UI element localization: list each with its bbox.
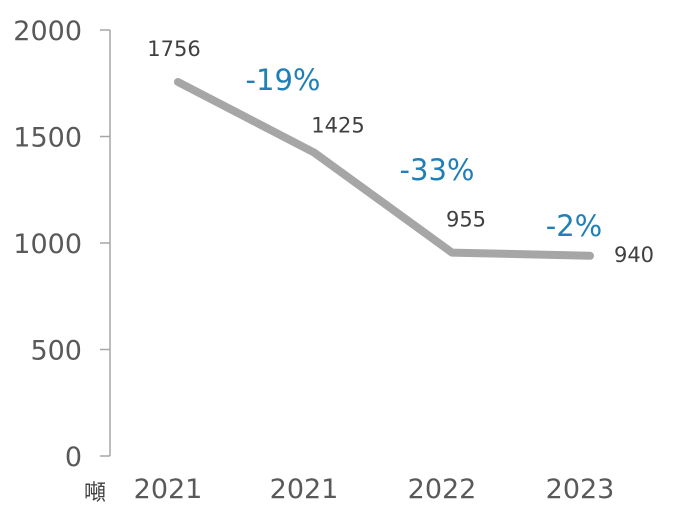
change-annotation: -33%	[400, 153, 475, 187]
y-tick-label: 1000	[13, 229, 82, 260]
y-tick-label: 1500	[13, 123, 82, 154]
x-tick-label: 2021	[270, 474, 339, 505]
change-annotation: -2%	[546, 209, 602, 243]
y-axis-unit: 噸	[84, 481, 106, 506]
data-labels: 1756 1425 955 940	[147, 37, 654, 267]
change-annotations: -19% -33% -2%	[246, 63, 603, 243]
data-label: 940	[614, 243, 654, 267]
x-tick-label: 2022	[408, 474, 477, 505]
data-label: 955	[446, 208, 486, 232]
x-tick-label: 2023	[546, 474, 615, 505]
y-axis: 0 500 1000 1500 2000	[13, 16, 111, 473]
change-annotation: -19%	[246, 63, 321, 97]
x-axis-labels: 2021 2021 2022 2023	[134, 474, 615, 505]
y-tick-label: 0	[65, 442, 82, 473]
data-label: 1425	[311, 113, 364, 137]
data-label: 1756	[147, 37, 200, 61]
x-tick-label: 2021	[134, 474, 203, 505]
series-line	[174, 78, 594, 260]
y-ticks: 0 500 1000 1500 2000	[13, 16, 110, 473]
y-tick-label: 500	[30, 336, 82, 367]
y-tick-label: 2000	[13, 16, 82, 47]
